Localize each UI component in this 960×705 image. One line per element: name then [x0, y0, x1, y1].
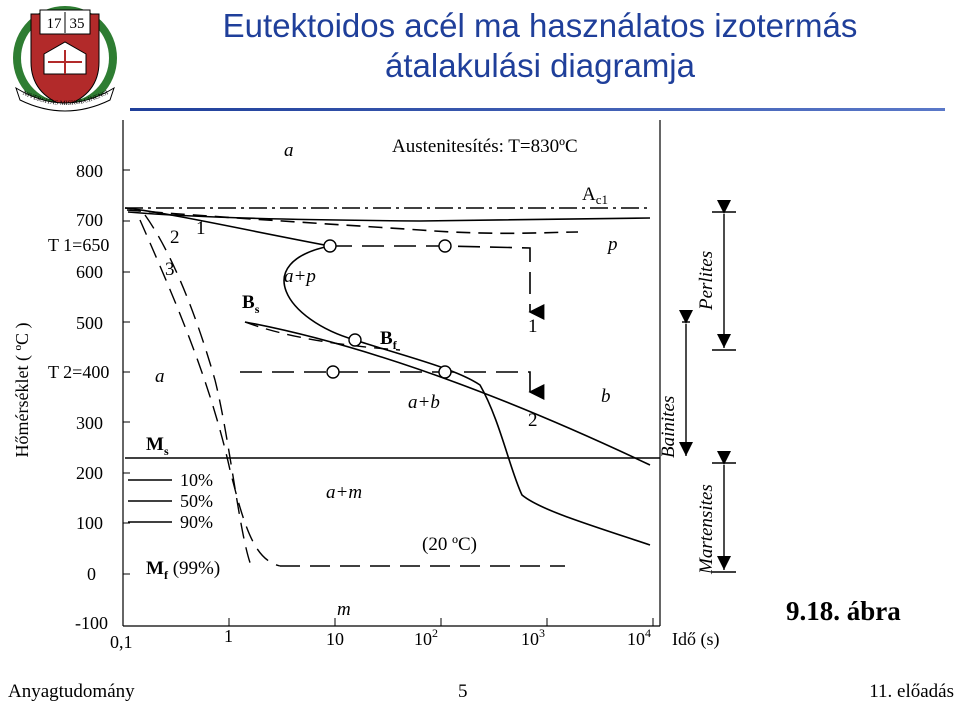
x-tick-label: 1	[224, 626, 233, 646]
label-bf: Bf	[380, 328, 398, 352]
slide-title-line-1: Eutektoidos acél ma használatos izotermá…	[222, 7, 858, 44]
legend-90: 90%	[180, 512, 213, 532]
label-a-plus-m: a+m	[326, 482, 362, 503]
cooling-path-1	[330, 245, 545, 320]
x-tick-label: 0,1	[110, 632, 133, 652]
y-tick-label: 200	[76, 463, 103, 483]
label-bs: Bs	[242, 292, 260, 316]
x-tick-label: 10	[326, 629, 344, 649]
title-divider	[130, 108, 945, 111]
legend-10: 10%	[180, 470, 213, 490]
martensite-finish-curve	[139, 219, 281, 567]
logo-year-left: 17	[47, 16, 63, 32]
label-austenite-top: a	[284, 140, 294, 161]
x-tick-label: 102	[414, 626, 438, 649]
label-path-1: 1	[528, 316, 538, 337]
martensites-bracket	[712, 451, 736, 573]
label-ac1: Ac1	[582, 184, 608, 207]
martensite-start-curve	[144, 214, 253, 569]
bainites-bracket	[679, 310, 693, 456]
x-tick-label: 103	[521, 626, 545, 649]
cooling-path-2	[240, 371, 545, 400]
slide-title-line-2: átalakulási diagramja	[384, 47, 695, 84]
label-room-temperature: (20 ºC)	[422, 534, 477, 555]
bf-dashed-curve	[244, 321, 401, 351]
bs-curve	[244, 321, 651, 466]
label-pearlite: p	[606, 234, 618, 255]
side-label-bainites: Bainites	[658, 396, 679, 458]
legend-50: 50%	[180, 491, 213, 511]
y-tick-label: 100	[76, 513, 103, 533]
perlites-bracket	[712, 200, 736, 351]
y-tick-label: 500	[76, 313, 103, 333]
x-tick-label: 104	[627, 626, 651, 649]
footer-page-number: 5	[458, 681, 468, 702]
label-a-plus-p: a+p	[284, 266, 316, 287]
label-austenitization: Austenitesítés: T=830ºC	[392, 136, 578, 157]
y-tick-label: 800	[76, 161, 103, 181]
legend: 10% 50% 90%	[128, 470, 213, 532]
university-seal-icon: 17 35 UNIVERSITAS MISKOLCINENSIS	[4, 2, 117, 112]
transformation-end-curve	[127, 211, 651, 222]
label-martensite: m	[337, 599, 351, 620]
y-tick-marks	[123, 169, 130, 575]
y-tick-label: 300	[76, 413, 103, 433]
label-curve-2: 2	[170, 227, 180, 248]
y-tick-label: 0	[87, 564, 96, 584]
label-path-2: 2	[528, 410, 538, 431]
transformation-points	[323, 239, 452, 379]
t1-label: T 1=650	[48, 235, 109, 255]
side-label-martensites: Martensites	[696, 484, 717, 575]
t2-label: T 2=400	[48, 362, 109, 382]
label-a-plus-b: a+b	[408, 392, 440, 413]
y-tick-label: 600	[76, 262, 103, 282]
label-mf: Mf (99%)	[146, 558, 220, 582]
x-axis-label: Idő (s)	[672, 629, 720, 650]
label-austenite-left: a	[155, 366, 165, 387]
y-tick-label: 700	[76, 210, 103, 230]
y-tick-label: -100	[75, 613, 108, 633]
y-axis-label: Hőmérséklet ( ºC )	[12, 322, 33, 457]
label-ms: Ms	[146, 434, 169, 458]
footer-lecture: 11. előadás	[869, 681, 954, 702]
figure-label: 9.18. ábra	[786, 596, 901, 626]
label-curve-1: 1	[196, 218, 206, 239]
slide-title: Eutektoidos acél ma használatos izotermá…	[130, 6, 950, 86]
side-label-perlites: Perlites	[696, 251, 717, 311]
label-curve-3: 3	[165, 259, 175, 280]
label-bainite: b	[601, 386, 611, 407]
footer-course: Anyagtudomány	[8, 681, 135, 702]
x-tick-marks	[228, 618, 654, 626]
logo-year-right: 35	[70, 16, 85, 32]
transformation-50-curve	[126, 209, 579, 235]
